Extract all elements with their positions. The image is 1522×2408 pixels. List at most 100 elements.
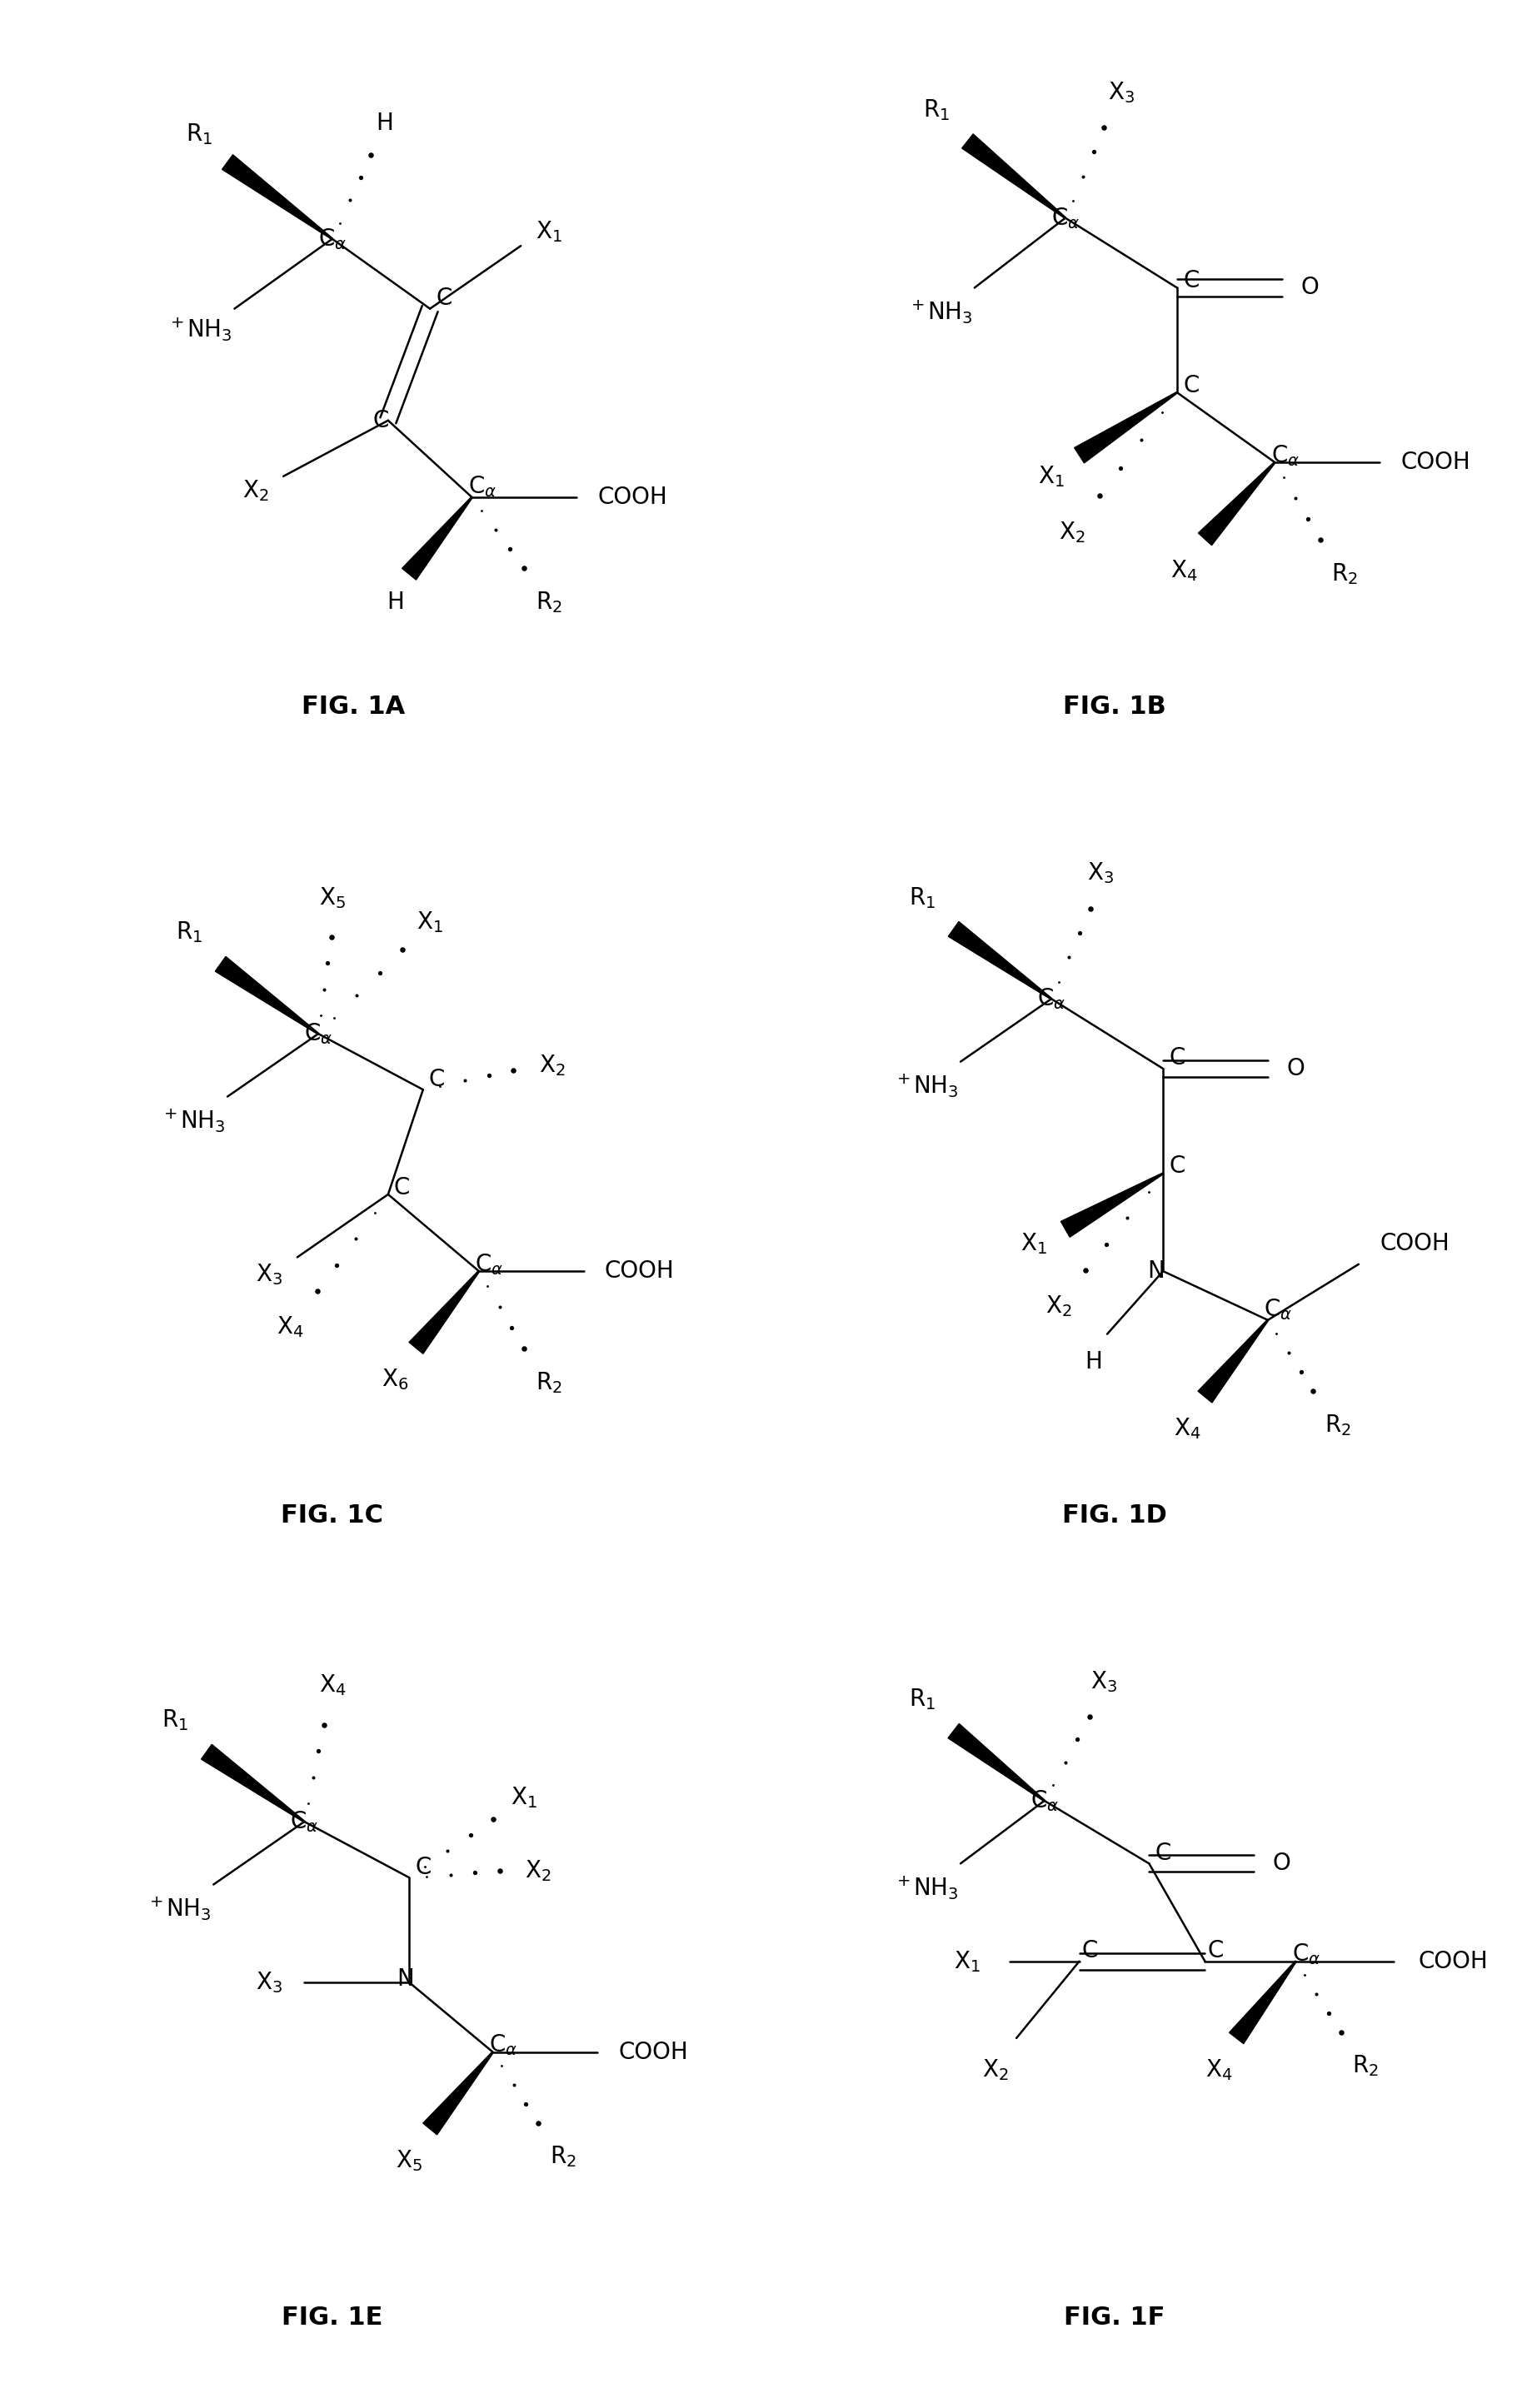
Text: C: C [373,409,390,431]
Text: X$_1$: X$_1$ [536,219,562,243]
Text: FIG. 1F: FIG. 1F [1064,2304,1164,2329]
Text: C: C [1207,1938,1224,1963]
Text: X$_3$: X$_3$ [1087,860,1114,886]
Text: C: C [429,1067,444,1091]
Text: FIG. 1E: FIG. 1E [282,2304,384,2329]
Polygon shape [1075,393,1178,462]
Text: X$_3$: X$_3$ [1108,79,1134,104]
Text: C: C [1183,373,1199,397]
Text: X$_4$: X$_4$ [1170,559,1198,583]
Text: N: N [1148,1259,1164,1283]
Polygon shape [402,496,472,580]
Text: C$_\alpha$: C$_\alpha$ [475,1252,504,1276]
Text: R$_2$: R$_2$ [1324,1413,1352,1438]
Text: X$_2$: X$_2$ [539,1052,566,1079]
Text: C$_\alpha$: C$_\alpha$ [1271,443,1300,467]
Text: X$_1$: X$_1$ [1038,465,1064,489]
Text: X$_5$: X$_5$ [396,2148,423,2172]
Text: R$_2$: R$_2$ [1353,2054,1379,2078]
Text: COOH: COOH [1419,1950,1489,1972]
Text: R$_1$: R$_1$ [909,1688,936,1712]
Text: $^+$NH$_3$: $^+$NH$_3$ [893,1873,959,1902]
Text: C: C [1183,270,1199,291]
Polygon shape [1198,462,1275,544]
Text: C: C [1169,1047,1186,1069]
Text: $^+$NH$_3$: $^+$NH$_3$ [167,315,233,344]
Text: C: C [435,287,452,311]
Text: X$_4$: X$_4$ [1205,2056,1233,2083]
Text: X$_1$: X$_1$ [511,1784,537,1811]
Text: X$_2$: X$_2$ [1046,1293,1071,1320]
Text: C: C [1169,1156,1186,1178]
Text: X$_6$: X$_6$ [382,1368,408,1392]
Text: COOH: COOH [1400,450,1470,474]
Text: O: O [1272,1852,1291,1876]
Text: FIG. 1A: FIG. 1A [301,694,405,720]
Text: R$_1$: R$_1$ [909,886,936,910]
Polygon shape [962,135,1065,219]
Text: C: C [1155,1842,1170,1864]
Text: C$_\alpha$: C$_\alpha$ [1292,1941,1321,1967]
Text: C$_\alpha$: C$_\alpha$ [1265,1298,1292,1322]
Text: X$_2$: X$_2$ [1059,520,1085,544]
Text: C: C [1082,1938,1097,1963]
Polygon shape [423,2052,493,2133]
Text: X$_5$: X$_5$ [320,886,345,910]
Polygon shape [948,922,1052,999]
Text: COOH: COOH [598,486,668,508]
Text: H: H [387,590,403,614]
Text: C: C [416,1857,431,1878]
Polygon shape [222,154,333,238]
Text: X$_3$: X$_3$ [256,1970,283,1994]
Text: C$_\alpha$: C$_\alpha$ [489,2032,517,2056]
Text: H: H [1085,1351,1102,1373]
Polygon shape [215,956,318,1035]
Polygon shape [409,1271,479,1353]
Text: R$_2$: R$_2$ [536,1370,562,1394]
Text: X$_4$: X$_4$ [277,1315,304,1339]
Text: X$_1$: X$_1$ [954,1948,980,1975]
Polygon shape [201,1743,304,1823]
Text: N: N [397,1967,414,1991]
Text: C$_\alpha$: C$_\alpha$ [1036,987,1065,1011]
Text: R$_1$: R$_1$ [922,96,950,123]
Text: C$_\alpha$: C$_\alpha$ [469,474,496,498]
Text: R$_1$: R$_1$ [161,1707,189,1734]
Text: C$_\alpha$: C$_\alpha$ [1052,205,1079,231]
Text: FIG. 1D: FIG. 1D [1062,1503,1167,1527]
Text: C$_\alpha$: C$_\alpha$ [1030,1789,1059,1813]
Text: COOH: COOH [618,2040,688,2064]
Text: X$_4$: X$_4$ [318,1674,345,1698]
Text: FIG. 1B: FIG. 1B [1062,694,1166,720]
Polygon shape [1061,1173,1163,1238]
Text: X$_2$: X$_2$ [242,477,268,503]
Text: COOH: COOH [1379,1230,1449,1255]
Text: H: H [376,113,393,135]
Text: X$_3$: X$_3$ [1090,1669,1117,1695]
Text: $^+$NH$_3$: $^+$NH$_3$ [907,299,973,325]
Text: X$_1$: X$_1$ [417,910,443,934]
Text: $^+$NH$_3$: $^+$NH$_3$ [160,1108,225,1134]
Text: FIG. 1C: FIG. 1C [282,1503,384,1527]
Text: X$_2$: X$_2$ [525,1859,551,1883]
Text: O: O [1301,277,1318,299]
Polygon shape [1230,1960,1297,2044]
Text: C: C [394,1175,409,1199]
Text: R$_2$: R$_2$ [1332,561,1358,588]
Polygon shape [948,1724,1044,1801]
Text: X$_2$: X$_2$ [982,2056,1009,2083]
Text: R$_1$: R$_1$ [186,123,213,147]
Text: C$_\alpha$: C$_\alpha$ [318,226,347,250]
Text: R$_1$: R$_1$ [175,920,202,944]
Text: R$_2$: R$_2$ [536,590,562,614]
Text: X$_3$: X$_3$ [256,1262,283,1288]
Text: COOH: COOH [604,1259,674,1283]
Text: C$_\alpha$: C$_\alpha$ [291,1808,318,1835]
Polygon shape [1198,1320,1268,1401]
Text: R$_2$: R$_2$ [549,2146,575,2170]
Text: C$_\alpha$: C$_\alpha$ [304,1021,332,1045]
Text: X$_4$: X$_4$ [1173,1416,1201,1440]
Text: $^+$NH$_3$: $^+$NH$_3$ [146,1895,212,1922]
Text: $^+$NH$_3$: $^+$NH$_3$ [893,1072,959,1100]
Text: O: O [1286,1057,1304,1081]
